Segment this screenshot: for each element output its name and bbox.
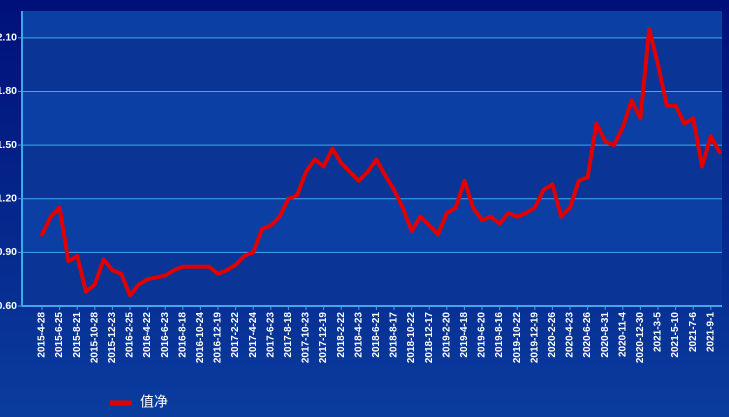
- x-tick-label: 2015-10-28: [89, 312, 100, 364]
- x-tick-label: 2020-4-23: [565, 312, 576, 358]
- x-tick-label: 2017-12-19: [318, 312, 329, 364]
- y-tick-label: 1.50: [0, 139, 17, 151]
- x-tick-label: 2016-8-18: [177, 312, 188, 358]
- x-tick-label: 2020-11-4: [617, 312, 628, 357]
- x-tick-label: 2020-6-26: [582, 312, 593, 358]
- x-tick-label: 2017-8-18: [283, 312, 294, 358]
- x-tick-label: 2015-6-25: [54, 312, 65, 358]
- x-tick-label: 2015-8-21: [72, 312, 83, 358]
- x-tick-label: 2015-12-23: [107, 312, 118, 364]
- plot-band: [22, 198, 722, 253]
- x-tick-label: 2018-6-21: [371, 312, 382, 358]
- line: [40, 26, 722, 298]
- x-tick-label: 2018-8-17: [389, 312, 400, 358]
- x-tick-label: 2021-3-5: [653, 312, 664, 352]
- x-tick-label: 2020-2-26: [547, 312, 558, 358]
- x-tick-label: 2017-6-23: [265, 312, 276, 358]
- plot-band: [22, 145, 722, 199]
- y-tick-label: 2.10: [0, 32, 17, 44]
- x-tick-label: 2016-2-25: [125, 312, 136, 358]
- x-tick-label: 2016-4-22: [142, 312, 153, 358]
- x-tick-label: 2019-4-18: [459, 312, 470, 358]
- x-tick-label: 2021-9-1: [705, 312, 716, 352]
- x-tick-label: 2017-2-22: [230, 312, 241, 358]
- x-tick-label: 2021-5-10: [670, 312, 681, 358]
- x-tick-label: 2016-12-19: [213, 312, 224, 364]
- x-tick-label: 2019-2-20: [441, 312, 452, 358]
- x-tick-label: 2019-8-16: [494, 312, 505, 358]
- x-tick-label: 2020-12-30: [635, 312, 646, 364]
- x-tick-label: 2017-4-24: [248, 312, 259, 358]
- x-tick-label: 2019-12-19: [529, 312, 540, 364]
- plot-band: [22, 252, 722, 306]
- plot-band: [22, 37, 722, 92]
- plot-band: [22, 91, 722, 146]
- x-tick-label: 2019-10-22: [512, 312, 523, 364]
- y-tick-label: 0.60: [0, 300, 17, 312]
- x-tick-label: 2018-2-22: [336, 312, 347, 358]
- x-tick-label: 2020-8-31: [600, 312, 611, 358]
- x-tick-label: 2018-10-22: [406, 312, 417, 364]
- y-tick-label: 1.80: [0, 85, 17, 97]
- x-tick-label: 2018-12-17: [424, 312, 435, 364]
- x-tick-label: 2021-7-6: [688, 312, 699, 352]
- legend-label: 值净: [140, 394, 168, 410]
- plot-band: [22, 11, 722, 38]
- y-tick-label: 0.90: [0, 246, 17, 258]
- x-tick-label: 2015-4-28: [37, 312, 48, 358]
- x-tick-label: 2016-10-24: [195, 312, 206, 364]
- x-tick-label: 2019-6-20: [477, 312, 488, 358]
- x-tick-label: 2017-10-23: [301, 312, 312, 364]
- x-tick-label: 2018-4-23: [353, 312, 364, 358]
- x-tick-label: 2016-6-23: [160, 312, 171, 358]
- y-tick-label: 1.20: [0, 193, 17, 205]
